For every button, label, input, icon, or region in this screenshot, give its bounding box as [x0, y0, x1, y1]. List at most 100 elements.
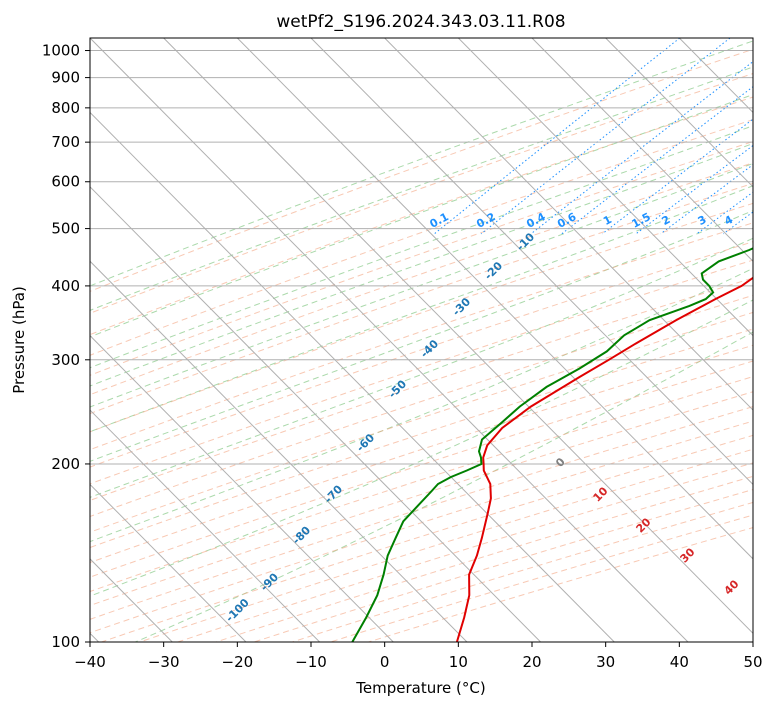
dry-adiabat-label: -10 — [514, 230, 537, 253]
dry-adiabat-label: -40 — [418, 337, 441, 360]
skewed-isotherm-grid — [90, 38, 753, 642]
moist-adiabat-line — [90, 237, 753, 498]
x-tick-label: −10 — [295, 653, 327, 671]
dry-adiabat-label: -90 — [258, 570, 281, 593]
moist-adiabat-line — [90, 299, 753, 597]
moist-adiabat-line — [90, 66, 753, 311]
mixing-ratio-label: 0.1 — [428, 210, 451, 231]
sounding-profiles — [351, 247, 753, 642]
x-tick-label: −30 — [148, 653, 180, 671]
dry-adiabat-line — [292, 501, 753, 642]
mixing-ratio-line — [635, 144, 753, 235]
y-axis-label: Pressure (hPa) — [10, 286, 28, 394]
axis-ticks: −40 −30 −20 −10 0 10 20 30 40 50 100 200 300 400 500 60… — [42, 42, 763, 671]
dry-adiabat-label: -70 — [322, 482, 345, 505]
isotherm-line — [605, 38, 753, 188]
y-tick-label: 900 — [51, 69, 80, 87]
mixing-ratio-line — [660, 164, 753, 235]
isobar-grid — [90, 50, 753, 642]
x-tick-label: 30 — [596, 653, 615, 671]
mixing-ratio-label: 1 — [601, 213, 614, 228]
dry-adiabat-line — [90, 277, 753, 501]
isotherm-line — [90, 186, 541, 642]
dry-adiabat-line — [90, 259, 753, 485]
dry-adiabat-line — [90, 406, 753, 620]
isotherm-line — [236, 38, 753, 560]
x-tick-label: −20 — [222, 653, 254, 671]
isotherm-line — [90, 409, 320, 642]
isotherm-line — [310, 38, 753, 486]
isotherm-line — [90, 260, 468, 642]
x-tick-label: 10 — [449, 653, 468, 671]
moist-adiabats — [90, 40, 753, 642]
isotherm-line — [384, 38, 753, 411]
y-tick-label: 600 — [51, 173, 80, 191]
y-tick-label: 300 — [51, 351, 80, 369]
dry-adiabat-line — [90, 119, 753, 356]
dry-adiabat-line — [90, 420, 753, 634]
dry-adiabat-line — [90, 202, 753, 433]
moist-adiabat-line — [90, 162, 753, 408]
moist-adiabat-line — [90, 185, 753, 433]
mixing-ratio-label: 0.4 — [524, 210, 548, 231]
dry-adiabat-line — [368, 527, 753, 642]
mixing-ratio-label: 2 — [660, 213, 673, 228]
dry-adiabat-line — [90, 141, 753, 376]
moist-adiabat-label: 40 — [722, 577, 742, 597]
isotherm-line — [90, 483, 247, 642]
dry-adiabats — [90, 48, 753, 642]
moist-adiabat-line — [135, 331, 753, 642]
mixing-ratio-label: 3 — [696, 213, 709, 228]
temperature-profile-line — [455, 276, 753, 642]
y-tick-label: 200 — [51, 455, 80, 473]
plot-area — [90, 38, 753, 642]
mixing-ratio-line — [480, 38, 731, 235]
moist-adiabat-line — [90, 210, 753, 462]
dry-adiabat-line — [139, 448, 753, 642]
moist-adiabat-label: 20 — [634, 515, 654, 535]
chart-title: wetPf2_S196.2024.343.03.11.R08 — [276, 12, 565, 32]
line-labels: 0.1 0.2 0.4 0.6 1 1.5 2 3 4-100-90-80-70-60-50-4… — [223, 210, 742, 625]
mixing-ratio-line — [530, 60, 753, 235]
dry-adiabat-label: -20 — [482, 259, 505, 282]
y-tick-label: 800 — [51, 99, 80, 117]
dry-adiabat-label: -100 — [223, 596, 252, 625]
dry-adiabat-line — [90, 162, 753, 396]
dry-adiabat-line — [90, 96, 753, 336]
mixing-ratio-label: 4 — [722, 213, 735, 228]
y-tick-label: 700 — [51, 133, 80, 151]
plot-frame — [89, 37, 754, 643]
x-tick-label: 40 — [670, 653, 689, 671]
moist-adiabat-line — [90, 267, 753, 543]
y-tick-label: 100 — [51, 633, 80, 651]
dry-adiabat-line — [90, 311, 753, 533]
dry-adiabat-line — [90, 182, 753, 415]
dry-adiabat-label: -80 — [290, 523, 313, 546]
x-tick-label: 20 — [522, 653, 541, 671]
mixing-ratio-label: 1.5 — [630, 210, 653, 231]
x-axis-label: Temperature (°C) — [355, 679, 485, 697]
moist-adiabat-label: 30 — [678, 545, 698, 565]
dry-adiabat-line — [101, 434, 753, 642]
dry-adiabat-line — [90, 328, 753, 549]
mixing-ratio-line — [561, 86, 753, 235]
dry-adiabat-line — [90, 391, 753, 607]
x-tick-label: 0 — [380, 653, 390, 671]
mixing-ratio-line — [434, 38, 681, 235]
isotherm-line — [457, 38, 753, 337]
isotherm-line — [90, 111, 615, 642]
isotherm-line — [531, 38, 753, 262]
moist-adiabat-line — [90, 40, 753, 287]
x-tick-label: 50 — [743, 653, 762, 671]
x-tick-label: −40 — [74, 653, 106, 671]
moist-adiabat-line — [90, 125, 753, 369]
isotherm-line — [163, 38, 753, 634]
dry-adiabat-line — [90, 241, 753, 468]
y-tick-label: 500 — [51, 220, 80, 238]
mixing-ratio-lines — [434, 38, 753, 235]
isotherm-line — [90, 38, 689, 642]
y-tick-label: 400 — [51, 277, 80, 295]
dry-adiabat-line — [90, 376, 753, 593]
moist-adiabat-label: 10 — [591, 484, 611, 504]
